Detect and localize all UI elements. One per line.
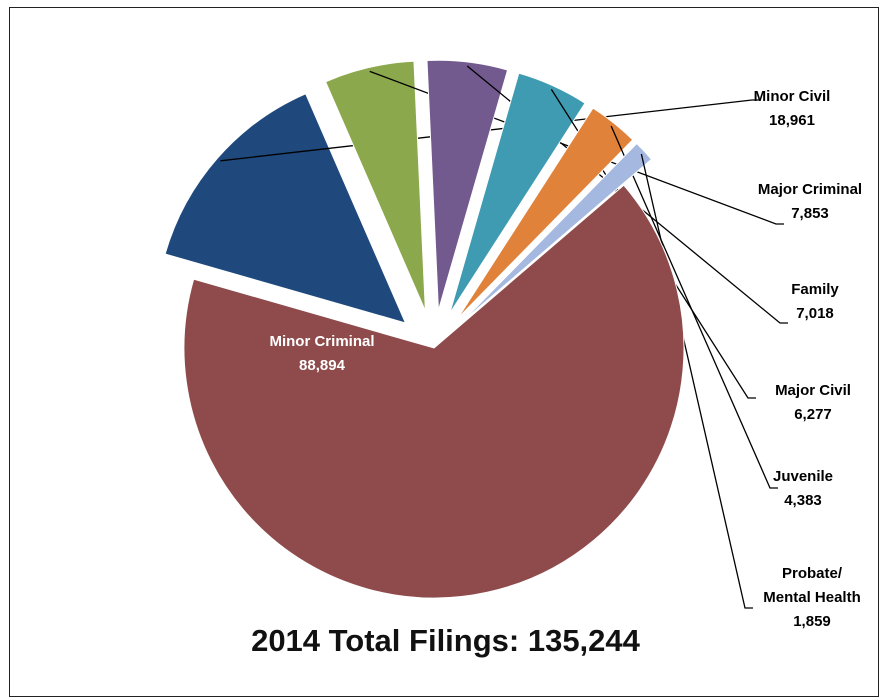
data-label-name-major-criminal: Major Criminal <box>758 181 862 198</box>
pie-slice-juvenile <box>457 107 634 319</box>
pie-slice-family <box>426 59 509 311</box>
data-label-value-minor-civil: 18,961 <box>769 112 815 129</box>
data-label-value-family: 7,018 <box>796 305 834 322</box>
data-label-name-probate-mental-health: Mental Health <box>763 589 861 606</box>
data-label-value-juvenile: 4,383 <box>784 492 822 509</box>
data-label-name-minor-civil: Minor Civil <box>754 88 831 105</box>
data-label-value-major-civil: 6,277 <box>794 406 832 423</box>
pie-slice-minor-criminal <box>183 184 685 599</box>
data-label-name-family: Family <box>791 281 839 298</box>
pie-slice-major-civil <box>449 72 586 314</box>
data-label-value-minor-criminal: 88,894 <box>299 357 346 374</box>
pie-chart: Minor Civil 18,961 Major Criminal 7,853 Fami… <box>164 59 862 630</box>
data-label-value-major-criminal: 7,853 <box>791 205 829 222</box>
data-label-name-juvenile: Juvenile <box>773 468 833 485</box>
chart-title: 2014 Total Filings: 135,244 <box>251 623 640 658</box>
data-label-name-minor-criminal: Minor Criminal <box>269 333 374 350</box>
pie-slice-minor-civil <box>164 93 407 324</box>
data-label-name-probate-mental-health: Probate/ <box>782 565 843 582</box>
leader-line-juvenile <box>610 125 778 489</box>
pie-slice-probate-mental-health <box>461 142 653 323</box>
pie-slice-major-criminal <box>324 60 426 312</box>
data-label-name-major-civil: Major Civil <box>775 382 851 399</box>
data-label-value-probate-mental-health: 1,859 <box>793 613 831 630</box>
